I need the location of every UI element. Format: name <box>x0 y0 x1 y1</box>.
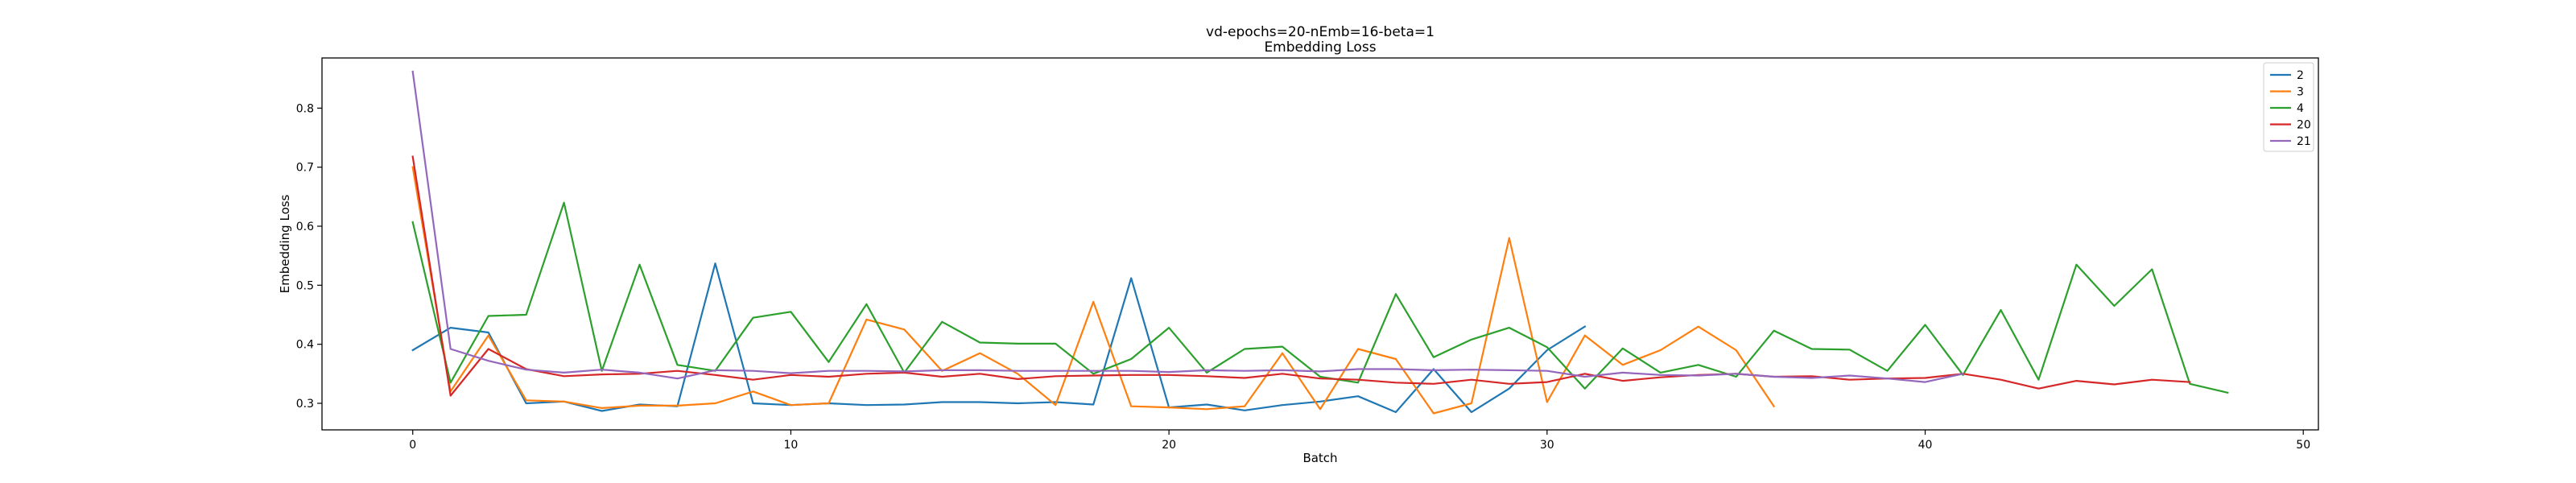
series-line-3 <box>411 166 1776 415</box>
axis-ticks: 0 10 20 30 40 50 0.3 0.4 0.5 0.6 0.7 0.8 <box>296 102 2310 452</box>
series-line-2 <box>411 262 1587 414</box>
y-axis-label: Embedding Loss <box>278 194 292 293</box>
x-tick-label: 30 <box>1540 439 1554 452</box>
plot-frame <box>321 57 2319 431</box>
x-tick-label: 0 <box>409 439 416 452</box>
y-tick-label: 0.6 <box>296 221 314 233</box>
chart-title: vd-epochs=20-nEmb=16-beta=1 <box>1206 24 1435 40</box>
y-tick-label: 0.4 <box>296 339 314 352</box>
x-tick-label: 10 <box>784 439 799 452</box>
y-tick-label: 0.5 <box>296 279 314 292</box>
y-tick-label: 0.7 <box>296 162 314 175</box>
series-line-21 <box>411 70 1964 383</box>
x-tick-label: 20 <box>1162 439 1176 452</box>
chart-subtitle: Embedding Loss <box>1264 39 1376 56</box>
legend-label-20: 20 <box>2297 119 2311 132</box>
legend: 2 3 4 20 21 <box>2263 62 2314 152</box>
legend-entries: 2 3 4 20 21 <box>2270 69 2311 148</box>
x-tick-label: 40 <box>1918 439 1933 452</box>
y-tick-label: 0.3 <box>296 398 314 411</box>
legend-label-2: 2 <box>2297 69 2304 82</box>
legend-label-4: 4 <box>2297 102 2304 115</box>
x-axis-label: Batch <box>1302 451 1337 465</box>
legend-label-3: 3 <box>2297 86 2304 99</box>
y-tick-label: 0.8 <box>296 102 314 115</box>
legend-label-21: 21 <box>2297 135 2311 148</box>
series-lines <box>411 70 2229 415</box>
x-tick-label: 50 <box>2296 439 2310 452</box>
